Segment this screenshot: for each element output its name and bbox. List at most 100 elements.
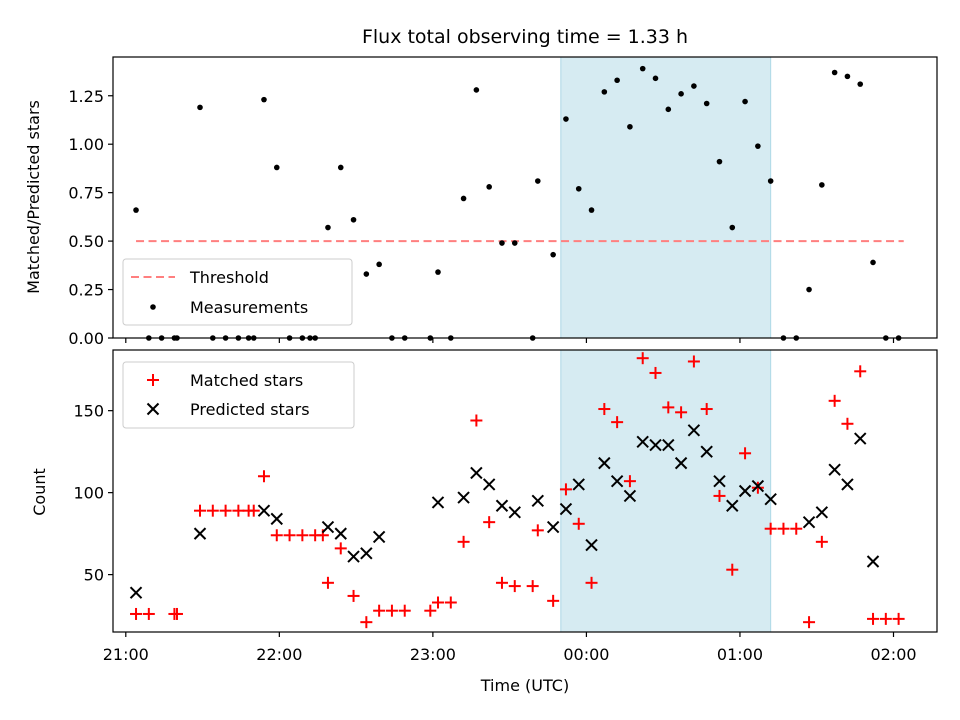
measurement-point (337, 164, 344, 171)
observing-window-span (560, 349, 772, 633)
predicted-star-point (854, 432, 867, 445)
y-tick-label: 100 (73, 484, 104, 503)
predicted-star-point (815, 506, 829, 519)
count-y-label: Count (30, 468, 49, 516)
measurement-point (376, 261, 382, 268)
matched-star-point (649, 366, 662, 379)
predicted-star-point (129, 586, 143, 599)
matched-star-point (777, 522, 790, 535)
measurement-point (652, 75, 659, 82)
matched-star-point (598, 403, 611, 416)
matched-star-point (764, 522, 777, 535)
measurement-point (755, 143, 761, 149)
matched-star-point (531, 524, 544, 537)
matched-star-point (854, 365, 867, 378)
predicted-star-point (649, 438, 662, 452)
x-tick-label: 22:00 (256, 645, 302, 664)
predicted-star-point (193, 527, 207, 540)
measurement-point (665, 106, 672, 113)
predicted-star-point (751, 479, 765, 493)
ratio-legend: Threshold Measurements (122, 258, 353, 326)
y-tick-label: 150 (73, 402, 104, 421)
predicted-star-point (531, 494, 545, 508)
matched-legend-swatch (147, 374, 159, 386)
matched-star-point (713, 489, 726, 502)
measurement-point (767, 178, 774, 184)
predicted-star-point (674, 456, 688, 470)
matched-star-point (547, 594, 560, 607)
measurement-point (460, 195, 467, 202)
measurement-point (499, 240, 505, 246)
measurement-point (511, 240, 518, 246)
y-tick-label: 0.00 (68, 329, 104, 348)
measurement-point (831, 69, 838, 76)
measurement-point (691, 83, 697, 89)
matched-star-point (470, 414, 483, 427)
matched-star-point (508, 580, 521, 593)
matched-star-point (687, 355, 700, 368)
predicted-legend-label: Predicted stars (190, 400, 310, 419)
predicted-star-point (585, 538, 598, 552)
observing-window-span (560, 56, 772, 339)
predicted-star-point (802, 515, 816, 529)
ratio-y-label: Matched/Predicted stars (24, 100, 43, 294)
matched-star-point (803, 616, 816, 629)
predicted-star-point (738, 484, 752, 498)
measurement-point (703, 100, 710, 107)
x-tick-label: 23:00 (410, 645, 456, 664)
count-panel-frame (112, 349, 938, 633)
measurement-point (435, 269, 441, 275)
y-tick-label: 0.50 (68, 232, 104, 251)
matched-star-point (815, 535, 828, 548)
predicted-star-point (828, 463, 841, 476)
measurement-point (716, 158, 723, 165)
measurement-point (363, 271, 370, 277)
x-tick-label: 02:00 (870, 645, 916, 664)
matched-star-point (232, 504, 245, 517)
matched-star-point (321, 576, 334, 589)
measurement-point (550, 251, 556, 258)
matched-star-point (296, 529, 309, 542)
matched-star-point (206, 504, 219, 517)
y-tick-label: 0.75 (68, 184, 104, 203)
ratio-legend-box (122, 258, 353, 326)
matched-star-point (373, 604, 386, 617)
matched-star-point (424, 604, 437, 617)
matched-star-point (431, 596, 444, 609)
predicted-star-point (610, 474, 624, 488)
ratio-y-axis: 0.00 0.25 0.50 0.75 1.00 1.25 (68, 87, 113, 348)
y-tick-label: 0.25 (68, 281, 104, 300)
matched-star-point (444, 596, 457, 609)
matched-star-point (347, 589, 360, 602)
predicted-star-point (764, 492, 777, 506)
measurements-legend-swatch (150, 304, 156, 310)
predicted-star-point (270, 512, 283, 526)
predicted-star-point (495, 499, 509, 512)
predicted-star-point (360, 547, 373, 560)
matched-star-point (611, 416, 624, 429)
matched-star-point (751, 481, 764, 494)
predicted-star-point (726, 499, 739, 512)
measurement-point (588, 207, 595, 213)
matched-star-point (828, 394, 841, 407)
matched-star-point (457, 535, 470, 548)
y-tick-label: 1.25 (68, 87, 104, 106)
measurement-point (678, 91, 684, 97)
measurement-point (197, 104, 203, 111)
matched-star-point (559, 483, 572, 496)
matched-star-point (219, 504, 232, 517)
matched-star-point (360, 616, 373, 629)
matched-star-point (726, 563, 739, 576)
predicted-star-point (508, 506, 521, 519)
predicted-star-point (636, 435, 649, 449)
x-tick-label: 21:00 (103, 645, 149, 664)
matched-star-point (495, 576, 508, 589)
measurement-point (325, 224, 331, 231)
measurement-point (261, 96, 267, 103)
predicted-star-point (470, 466, 483, 480)
matched-star-point (841, 417, 854, 430)
predicted-star-point (257, 504, 271, 517)
count-legend: Matched stars Predicted stars (122, 361, 355, 429)
measurement-point (486, 184, 492, 190)
